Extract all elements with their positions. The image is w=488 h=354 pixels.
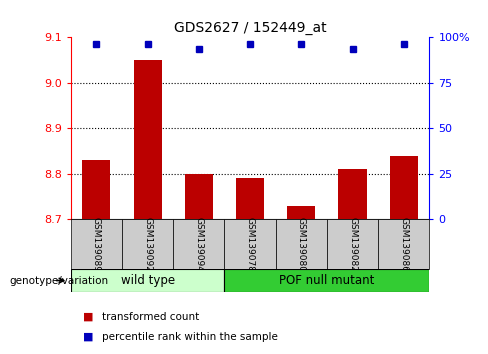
Text: transformed count: transformed count xyxy=(102,312,200,322)
Bar xyxy=(122,219,173,269)
Bar xyxy=(71,269,224,292)
Bar xyxy=(287,206,315,219)
Title: GDS2627 / 152449_at: GDS2627 / 152449_at xyxy=(174,21,326,35)
Bar xyxy=(173,219,224,269)
Bar xyxy=(224,219,276,269)
Text: ■: ■ xyxy=(83,312,94,322)
Text: genotype/variation: genotype/variation xyxy=(10,275,109,286)
Text: wild type: wild type xyxy=(121,274,175,287)
Bar xyxy=(82,160,110,219)
Text: percentile rank within the sample: percentile rank within the sample xyxy=(102,332,278,342)
Text: GSM139089: GSM139089 xyxy=(92,217,101,272)
Bar xyxy=(71,219,122,269)
Bar xyxy=(339,169,366,219)
Text: GSM139092: GSM139092 xyxy=(143,217,152,272)
Text: POF null mutant: POF null mutant xyxy=(279,274,375,287)
Bar xyxy=(327,219,378,269)
Bar xyxy=(390,156,418,219)
Text: ■: ■ xyxy=(83,332,94,342)
Bar xyxy=(378,219,429,269)
Text: GSM139082: GSM139082 xyxy=(348,217,357,272)
Bar xyxy=(236,178,264,219)
Bar xyxy=(276,219,327,269)
Bar xyxy=(185,174,213,219)
Bar xyxy=(134,60,162,219)
Text: GSM139086: GSM139086 xyxy=(399,217,408,272)
Text: GSM139094: GSM139094 xyxy=(194,217,203,272)
Text: GSM139080: GSM139080 xyxy=(297,217,306,272)
Bar xyxy=(224,269,429,292)
Text: GSM139078: GSM139078 xyxy=(245,217,255,272)
